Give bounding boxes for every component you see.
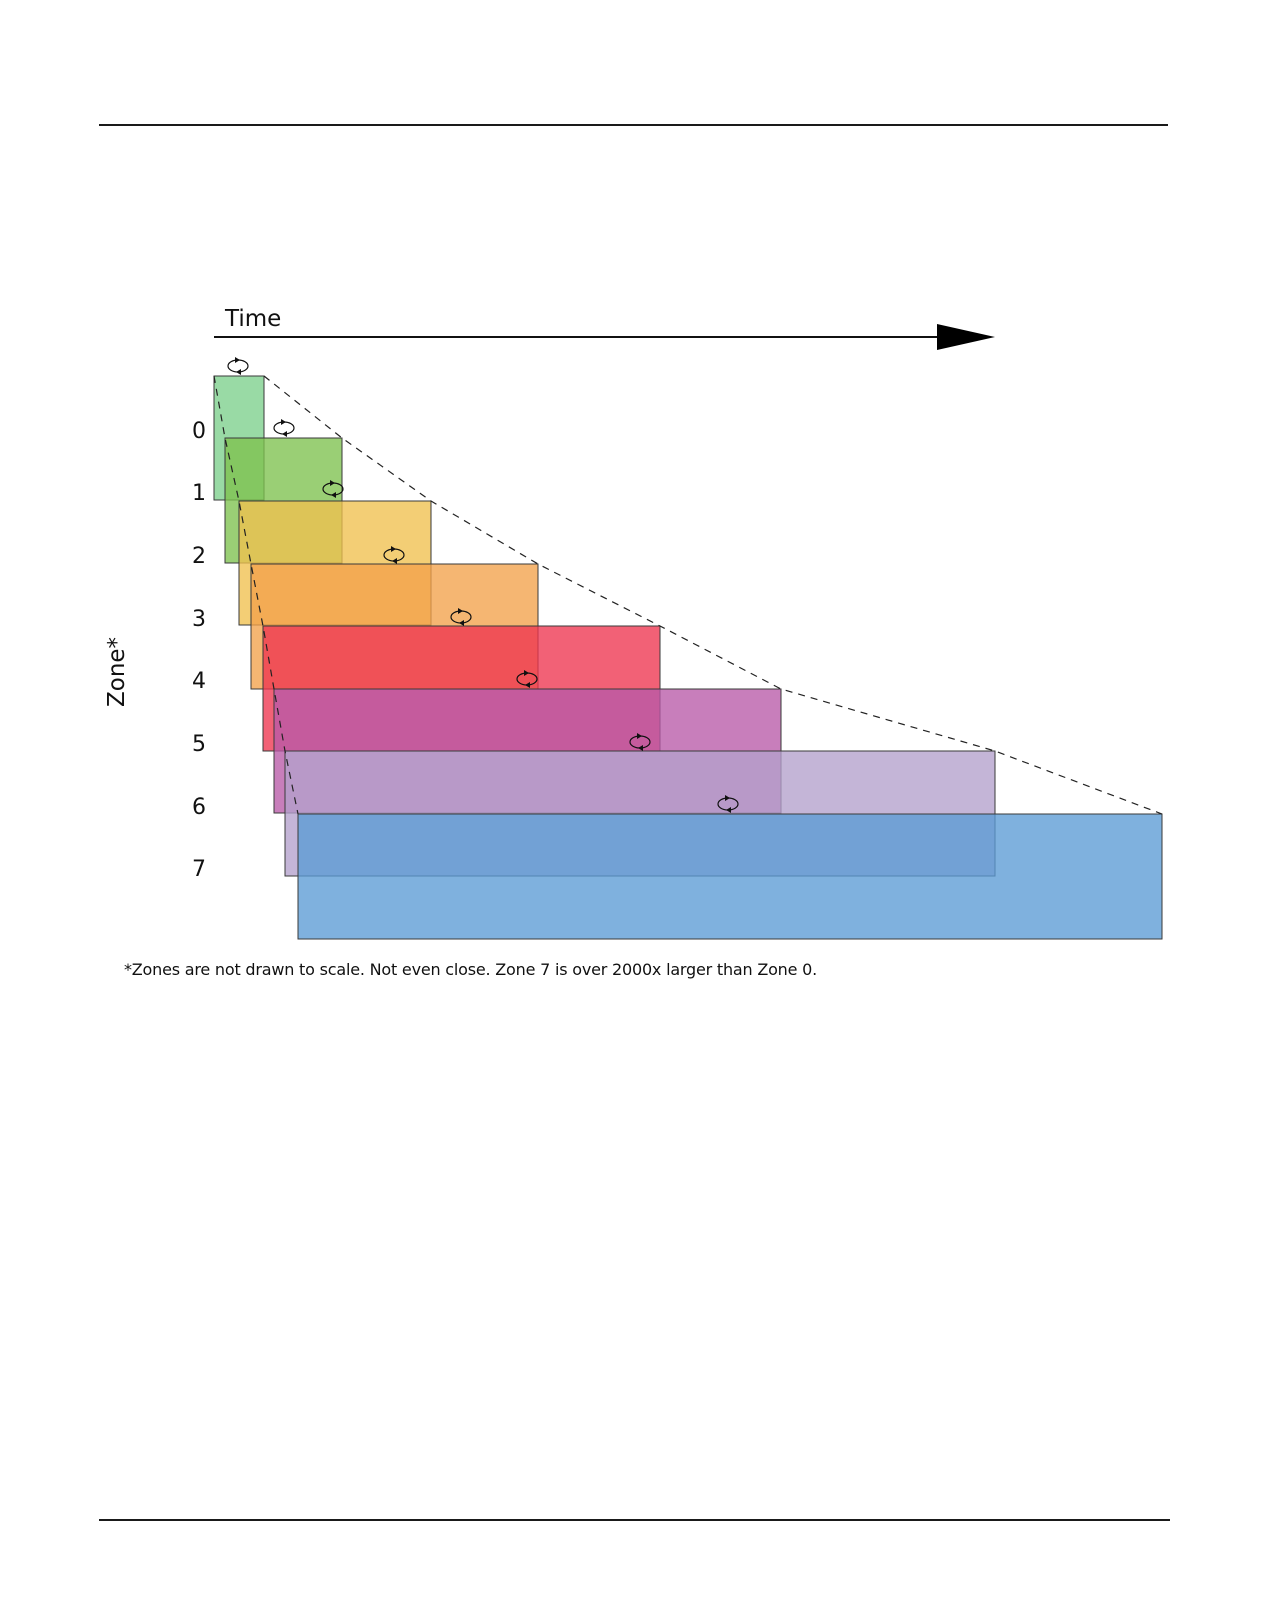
cycle-icon	[273, 419, 295, 437]
right-envelope-dashed-line	[263, 375, 1163, 815]
zone-label-3: 3	[192, 607, 206, 632]
zone-axis-label: Zone*	[104, 637, 130, 707]
cycle-icon	[322, 480, 344, 498]
zones-layer	[213, 375, 1163, 940]
dashed-guides	[213, 375, 1163, 815]
zone-7-block	[297, 813, 1163, 940]
left-envelope-dashed-line	[213, 375, 299, 815]
cycle-icon	[629, 733, 651, 751]
zone-label-2: 2	[192, 544, 206, 569]
zone-label-1: 1	[192, 481, 206, 506]
cycle-icon	[450, 608, 472, 626]
cycle-icons	[227, 357, 739, 813]
footnote: *Zones are not drawn to scale. Not even …	[124, 960, 818, 979]
cycle-icon	[717, 795, 739, 813]
zone-label-6: 6	[192, 795, 206, 820]
cycle-icon	[227, 357, 249, 375]
time-label: Time	[224, 306, 281, 332]
zone-label-4: 4	[192, 669, 206, 694]
zone-label-5: 5	[192, 732, 206, 757]
zone-label-0: 0	[192, 419, 206, 444]
cycle-icon	[516, 670, 538, 688]
zone-label-7: 7	[192, 857, 206, 882]
cycle-icon	[383, 546, 405, 564]
zone-labels: 0 1 2 3 4 5 6 7	[192, 419, 206, 882]
time-arrow-head	[937, 324, 995, 350]
